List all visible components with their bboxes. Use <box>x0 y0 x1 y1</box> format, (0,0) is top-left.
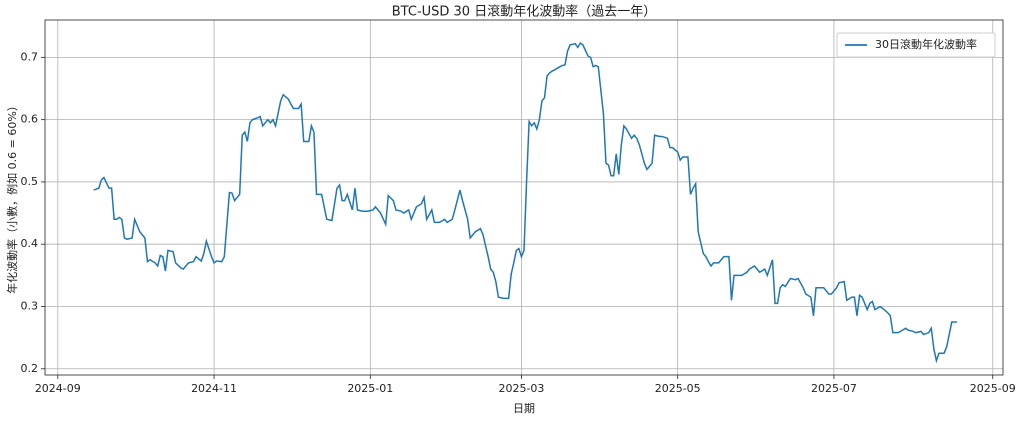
y-tick-label: 0.4 <box>21 237 39 250</box>
y-tick-label: 0.7 <box>21 50 39 63</box>
y-axis-label: 年化波動率（小數，例如 0.6 = 60%） <box>5 100 19 294</box>
plot-frame <box>44 19 1004 376</box>
y-tick-label: 0.6 <box>21 113 39 126</box>
x-tick-label: 2025-01 <box>347 382 393 395</box>
x-tick-label: 2025-07 <box>811 382 857 395</box>
x-tick-label: 2025-05 <box>655 382 701 395</box>
y-tick-label: 0.2 <box>21 362 39 375</box>
x-tick-label: 2024-09 <box>35 382 81 395</box>
x-tick-label: 2024-11 <box>191 382 237 395</box>
y-tick-label: 0.5 <box>21 175 39 188</box>
x-axis-label: 日期 <box>513 402 535 415</box>
y-tick-label: 0.3 <box>21 299 39 312</box>
legend-label: 30日滾動年化波動率 <box>875 37 977 51</box>
legend: 30日滾動年化波動率 <box>836 32 996 58</box>
line-series <box>93 41 957 364</box>
legend-box <box>836 32 996 58</box>
x-tick-label: 2025-03 <box>498 382 544 395</box>
chart-title: BTC-USD 30 日滾動年化波動率（過去一年） <box>392 4 656 20</box>
x-tick-label: 2025-09 <box>970 382 1016 395</box>
